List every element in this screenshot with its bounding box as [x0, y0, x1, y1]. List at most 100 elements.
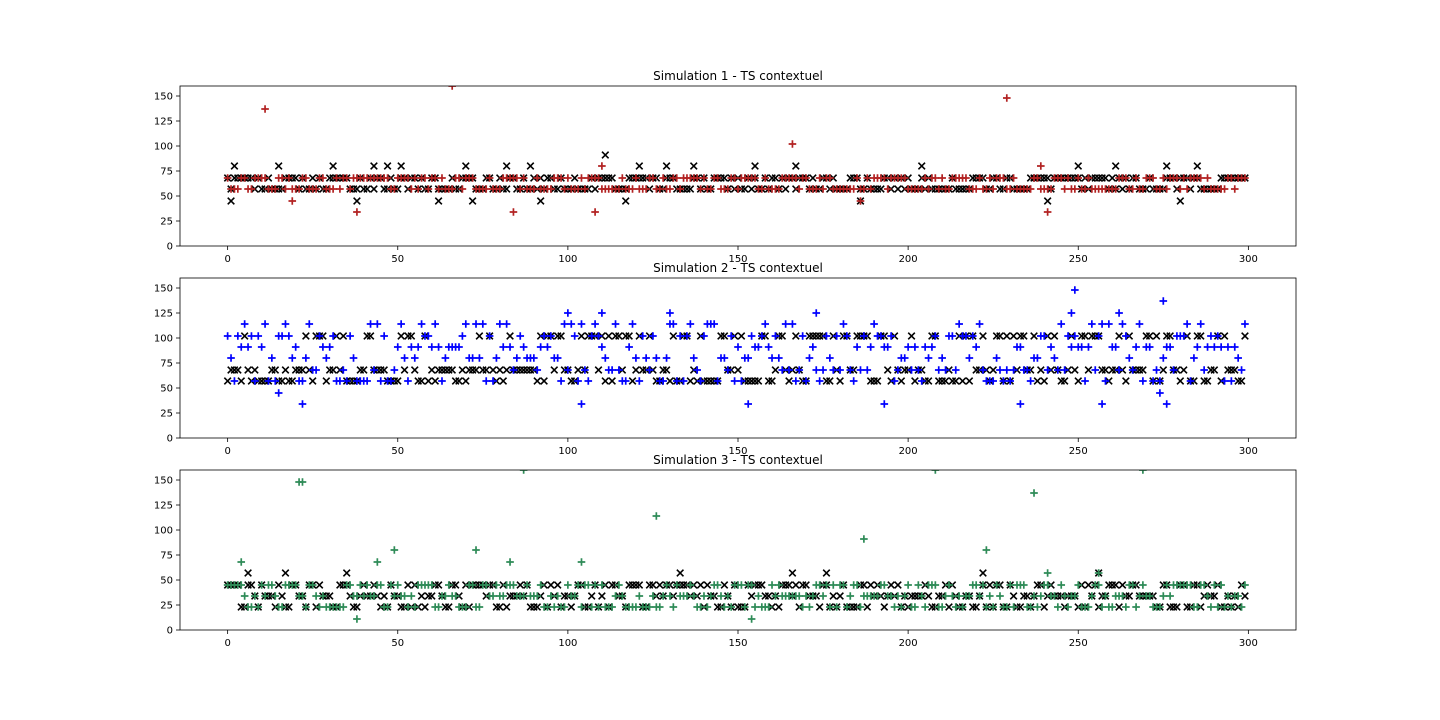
plus-point	[900, 354, 909, 362]
plus-point	[775, 354, 783, 362]
plus-point	[1193, 343, 1202, 351]
cross-point	[836, 377, 844, 385]
plus-point	[1203, 174, 1212, 182]
plus-point	[261, 105, 269, 113]
plus-point	[1016, 400, 1025, 408]
plus-point	[965, 354, 974, 362]
plus-point	[982, 185, 991, 193]
plus-point	[700, 174, 708, 182]
plus-point	[700, 332, 708, 340]
cross-point	[1176, 197, 1185, 205]
cross-point	[506, 332, 514, 340]
plus-point	[257, 343, 266, 351]
plus-point	[342, 377, 351, 385]
cross-point	[1179, 366, 1188, 374]
plus-point	[594, 332, 603, 340]
plus-point	[734, 343, 742, 351]
plus-point	[689, 354, 698, 362]
plus-point	[795, 592, 804, 600]
plus-point	[615, 366, 623, 374]
plus-point	[921, 603, 929, 611]
plus-point	[795, 185, 804, 193]
plus-point	[373, 320, 382, 328]
cross-point	[570, 174, 579, 182]
plus-point	[798, 603, 807, 611]
plus-point	[1115, 366, 1123, 374]
plus-point	[737, 581, 746, 589]
plus-point	[1234, 354, 1242, 362]
plus-point	[1162, 185, 1171, 193]
plus-point	[672, 174, 681, 182]
plus-point	[431, 174, 439, 182]
plus-point	[516, 332, 525, 340]
plus-point	[632, 174, 640, 182]
plus-point	[237, 558, 246, 566]
cross-point	[1210, 366, 1219, 374]
cross-point	[785, 581, 793, 589]
plus-point	[533, 174, 542, 182]
cross-point	[1002, 332, 1011, 340]
cross-point	[230, 162, 239, 170]
cross-point	[791, 332, 800, 340]
plus-point	[815, 377, 824, 385]
plus-point	[1071, 592, 1079, 600]
plus-point	[1166, 343, 1174, 351]
plus-point	[764, 603, 773, 611]
cross-point	[877, 185, 885, 193]
plus-point	[696, 377, 705, 385]
cross-point	[720, 581, 729, 589]
plus-point	[601, 354, 610, 362]
plus-point	[941, 592, 950, 600]
plus-point	[591, 208, 599, 216]
plus-point	[706, 592, 715, 600]
plus-point	[1196, 174, 1205, 182]
cross-point	[703, 581, 712, 589]
plus-point	[1135, 592, 1144, 600]
plus-point	[948, 592, 957, 600]
plus-point	[281, 320, 290, 328]
cross-point	[458, 366, 467, 374]
plus-point	[1125, 354, 1134, 362]
plus-point	[1054, 603, 1062, 611]
plus-point	[1006, 377, 1014, 385]
plus-point	[247, 332, 256, 340]
cross-point	[1016, 603, 1025, 611]
plus-point	[907, 366, 916, 374]
plus-point	[557, 174, 565, 182]
plus-point	[1030, 592, 1038, 600]
plus-point	[339, 603, 348, 611]
plus-point	[873, 592, 882, 600]
plus-point	[890, 603, 899, 611]
plus-point	[540, 332, 548, 340]
plus-point	[1101, 592, 1110, 600]
plus-point	[1230, 343, 1239, 351]
plus-point	[1156, 603, 1164, 611]
cross-point	[771, 174, 780, 182]
plus-point	[880, 400, 889, 408]
x-tick-label: 50	[391, 254, 404, 265]
plus-point	[424, 185, 433, 193]
plus-point	[672, 377, 681, 385]
plus-point	[431, 320, 439, 328]
plus-point	[934, 185, 943, 193]
plus-point	[989, 185, 997, 193]
plus-point	[951, 603, 960, 611]
plus-point	[1132, 174, 1140, 182]
plus-point	[513, 354, 521, 362]
plus-point	[1122, 603, 1130, 611]
plus-point	[523, 581, 531, 589]
cross-point	[757, 581, 766, 589]
plus-point	[547, 185, 555, 193]
plus-point	[264, 377, 273, 385]
plus-point	[584, 581, 593, 589]
plus-point	[451, 592, 460, 600]
cross-point	[366, 332, 375, 340]
cross-point	[1101, 366, 1110, 374]
cross-point	[502, 162, 511, 170]
x-tick-label: 200	[899, 638, 918, 649]
y-tick-label: 25	[160, 601, 173, 612]
plus-point	[1166, 592, 1174, 600]
cross-point	[383, 162, 392, 170]
cross-point	[1081, 332, 1089, 340]
plus-point	[315, 603, 324, 611]
